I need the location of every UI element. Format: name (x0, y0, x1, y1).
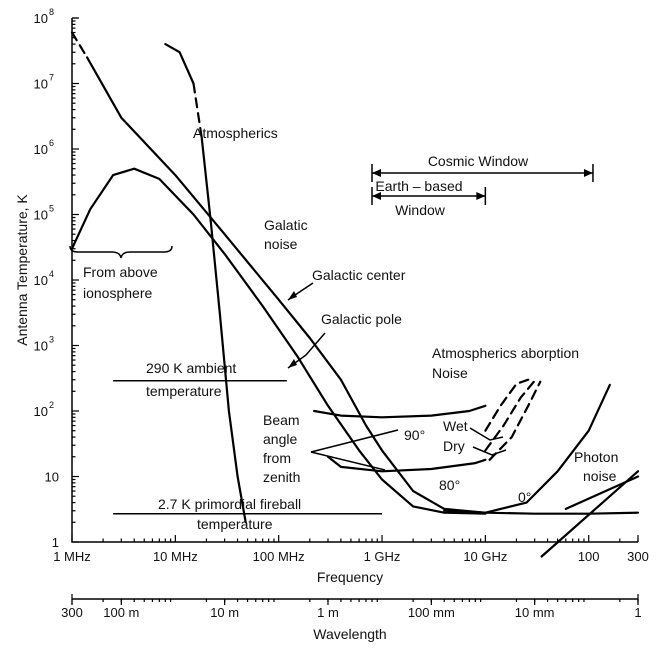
wet-leader (469, 427, 504, 441)
label-galatic: Galatic (264, 217, 308, 233)
label-galactic-pole: Galactic pole (321, 311, 402, 327)
wavelength-tick-label: 10 m (210, 605, 239, 620)
y-tick-exponent: 8 (49, 7, 54, 17)
series-beam-90 (313, 404, 487, 419)
series-atmospherics-fall (200, 136, 247, 524)
label-galatic-noise: noise (264, 236, 298, 252)
y-tick-exponent: 4 (49, 269, 54, 279)
wavelength-tick-label: 1 (634, 605, 641, 620)
x-tick-label: 100 (578, 549, 600, 564)
label-photon: Photon (574, 449, 618, 465)
x-tick-label: 10 GHz (463, 549, 507, 564)
series-galactic-center-dashed (70, 31, 89, 59)
label-ambient-2: temperature (146, 383, 222, 399)
earth-window-range-left-arrow (372, 192, 382, 200)
label-earth-based: Earth – based (375, 178, 462, 194)
y-tick-exponent: 3 (49, 335, 54, 345)
y-tick-label: 10 (34, 11, 48, 26)
series-photon-lower (540, 470, 640, 558)
y-tick-label: 10 (45, 470, 59, 485)
annotations-group: Atmospherics Cosmic Window Earth – based Wi… (69, 125, 618, 532)
x-tick-label: 1 MHz (53, 549, 91, 564)
ionosphere-brace (69, 245, 173, 259)
dry-leader (472, 446, 507, 456)
y-tick-label: 10 (34, 404, 48, 419)
cosmic-window-range-left-arrow (372, 169, 382, 177)
y-tick-label: 10 (34, 77, 48, 92)
label-ionosphere: ionosphere (83, 285, 152, 301)
y-tick-exponent: 6 (49, 138, 54, 148)
label-fireball-1: 2.7 K primordial fireball (158, 496, 301, 512)
y-tick-label: 10 (34, 273, 48, 288)
wavelength-axis-title: Wavelength (313, 626, 386, 642)
label-wet: Wet (443, 418, 468, 434)
y-tick-label: 10 (34, 142, 48, 157)
series-zero-deg (443, 383, 611, 514)
series-galactic-center (86, 56, 487, 514)
label-galactic-center: Galactic center (312, 267, 406, 283)
galactic-center-arrow (288, 291, 297, 300)
y-tick-exponent: 7 (49, 73, 54, 83)
label-from-above: From above (83, 264, 158, 280)
series-group (70, 31, 640, 558)
label-earth-window: Window (395, 202, 446, 218)
label-dry: Dry (443, 438, 465, 454)
series-atmospherics-dashed (192, 82, 203, 139)
wavelength-tick-label: 100 mm (408, 605, 455, 620)
y-tick-exponent: 2 (49, 400, 54, 410)
series-dry-dashed (484, 379, 536, 452)
label-from: from (263, 450, 291, 466)
label-zenith: zenith (263, 469, 300, 485)
x-axis-title: Frequency (317, 569, 383, 585)
label-90-deg: 90° (404, 427, 425, 443)
series-wet-dashed (484, 378, 530, 432)
series-floor (484, 511, 640, 515)
series-dry-dashed-2 (488, 380, 542, 461)
label-atmospherics-absorption: Atmospherics aborption (432, 345, 579, 361)
earth-window-range-right-arrow (476, 192, 486, 200)
y-tick-label: 10 (34, 339, 48, 354)
label-cosmic-window: Cosmic Window (428, 153, 529, 169)
x-tick-label: 10 MHz (153, 549, 198, 564)
series-atmospherics-solid (164, 43, 195, 85)
axes: 1 MHz 10 MHz 100 MHz 1 GHz 10 GHz 100 300 1 10 10… (14, 7, 649, 585)
cosmic-window-range-right-arrow (583, 169, 593, 177)
label-ambient-1: 290 K ambient (146, 360, 236, 376)
x-tick-label: 100 MHz (253, 549, 305, 564)
x-tick-label: 1 GHz (364, 549, 401, 564)
label-atmospherics: Atmospherics (193, 125, 278, 141)
x-tick-label: 300 (627, 549, 649, 564)
y-tick-label: 1 (52, 535, 59, 550)
label-photon-noise: noise (583, 468, 617, 484)
label-angle: angle (263, 431, 297, 447)
galactic-pole-arrow (288, 359, 297, 368)
beam-leader-90 (310, 429, 399, 453)
y-axis-title: Antenna Temperature, K (14, 194, 30, 346)
wavelength-axis: 300 100 m 10 m 1 m 100 mm 10 mm 1 Wavelength (61, 594, 642, 642)
wavelength-tick-label: 100 m (103, 605, 139, 620)
label-80-deg: 80° (439, 477, 460, 493)
label-beam: Beam (263, 412, 300, 428)
label-fireball-2: temperature (197, 516, 273, 532)
y-tick-exponent: 5 (49, 204, 54, 214)
wavelength-tick-label: 10 mm (515, 605, 555, 620)
y-tick-label: 10 (34, 208, 48, 223)
series-beam-80 (326, 455, 487, 473)
beam-leader-80 (310, 451, 386, 471)
wavelength-tick-label: 1 m (317, 605, 339, 620)
label-0-deg: 0° (518, 489, 531, 505)
series-galactic-pole (70, 167, 487, 515)
label-absorption-noise: Noise (432, 365, 468, 381)
wavelength-tick-label: 300 (61, 605, 83, 620)
